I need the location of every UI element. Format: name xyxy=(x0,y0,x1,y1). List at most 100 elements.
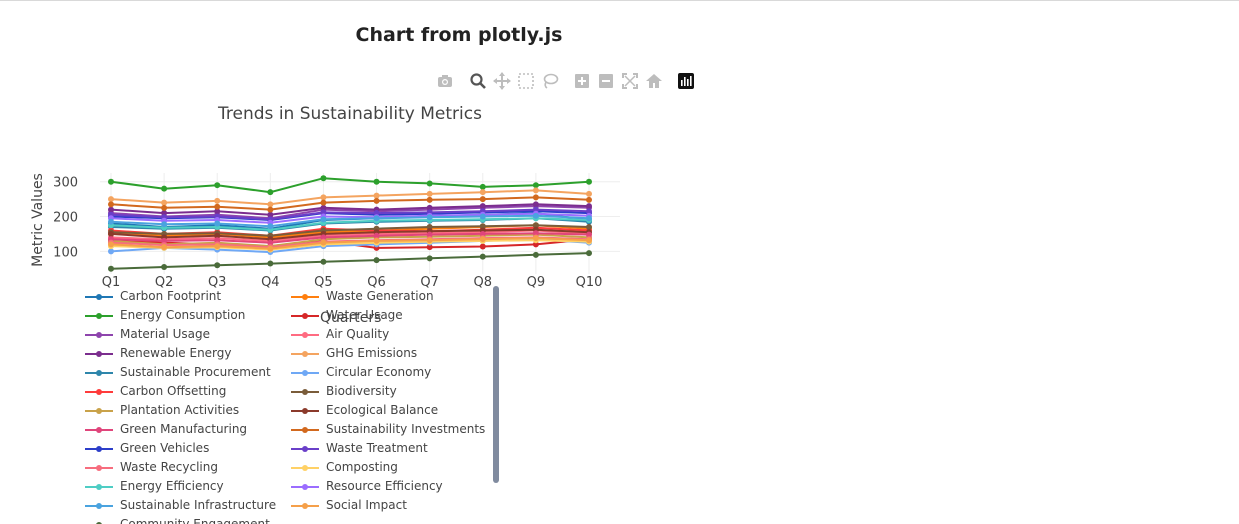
data-point[interactable] xyxy=(214,243,221,250)
data-point[interactable] xyxy=(479,196,486,203)
data-point[interactable] xyxy=(320,234,327,241)
data-point[interactable] xyxy=(586,223,592,230)
data-point[interactable] xyxy=(373,197,380,204)
data-point[interactable] xyxy=(320,216,327,223)
data-point[interactable] xyxy=(426,196,433,203)
data-point[interactable] xyxy=(108,230,114,237)
data-point[interactable] xyxy=(479,230,486,237)
data-point[interactable] xyxy=(426,190,433,197)
data-point[interactable] xyxy=(532,241,539,248)
legend[interactable]: Carbon Footprint Waste Generation Energy C… xyxy=(84,288,499,524)
data-point[interactable] xyxy=(161,237,168,244)
data-point[interactable] xyxy=(479,243,486,250)
data-point[interactable] xyxy=(532,187,539,194)
data-point[interactable] xyxy=(586,203,592,210)
data-point[interactable] xyxy=(108,248,114,255)
data-point[interactable] xyxy=(586,237,592,244)
data-point[interactable] xyxy=(108,206,114,213)
data-point[interactable] xyxy=(320,194,327,201)
data-point[interactable] xyxy=(479,213,486,220)
data-point[interactable] xyxy=(532,212,539,219)
data-point[interactable] xyxy=(108,265,114,272)
data-point[interactable] xyxy=(320,239,327,246)
data-point[interactable] xyxy=(373,232,380,239)
data-point[interactable] xyxy=(479,236,486,243)
data-point[interactable] xyxy=(426,255,433,262)
data-point[interactable] xyxy=(426,237,433,244)
zoom-icon[interactable] xyxy=(469,72,487,90)
data-point[interactable] xyxy=(426,204,433,211)
reset-axes-icon[interactable] xyxy=(645,72,663,90)
camera-icon[interactable] xyxy=(436,72,454,90)
data-point[interactable] xyxy=(161,244,168,251)
data-point[interactable] xyxy=(320,258,327,265)
series-line[interactable] xyxy=(108,250,592,272)
data-point[interactable] xyxy=(214,237,221,244)
data-point[interactable] xyxy=(586,215,592,222)
data-point[interactable] xyxy=(161,264,168,271)
data-point[interactable] xyxy=(532,235,539,242)
data-point[interactable] xyxy=(586,208,592,215)
data-point[interactable] xyxy=(108,241,114,248)
data-point[interactable] xyxy=(108,178,114,185)
series-line[interactable] xyxy=(108,230,592,246)
data-point[interactable] xyxy=(267,211,274,218)
data-point[interactable] xyxy=(214,220,221,227)
data-point[interactable] xyxy=(479,223,486,230)
data-point[interactable] xyxy=(320,199,327,206)
data-point[interactable] xyxy=(214,262,221,269)
series-line[interactable] xyxy=(108,194,592,213)
data-point[interactable] xyxy=(267,201,274,208)
data-point[interactable] xyxy=(426,214,433,221)
data-point[interactable] xyxy=(426,231,433,238)
data-point[interactable] xyxy=(373,192,380,199)
data-point[interactable] xyxy=(161,210,168,217)
data-point[interactable] xyxy=(426,223,433,230)
data-point[interactable] xyxy=(479,253,486,260)
data-point[interactable] xyxy=(586,178,592,185)
data-point[interactable] xyxy=(532,201,539,208)
data-point[interactable] xyxy=(108,201,114,208)
data-point[interactable] xyxy=(586,196,592,203)
data-point[interactable] xyxy=(267,223,274,230)
zoom-out-icon[interactable] xyxy=(597,72,615,90)
data-point[interactable] xyxy=(426,244,433,251)
data-point[interactable] xyxy=(320,175,327,182)
data-point[interactable] xyxy=(214,182,221,189)
data-point[interactable] xyxy=(586,250,592,257)
series-line[interactable] xyxy=(108,212,592,230)
data-point[interactable] xyxy=(108,218,114,225)
data-point[interactable] xyxy=(479,189,486,196)
data-point[interactable] xyxy=(373,257,380,264)
data-point[interactable] xyxy=(373,237,380,244)
series-line[interactable] xyxy=(108,201,592,218)
data-point[interactable] xyxy=(479,183,486,190)
series-line[interactable] xyxy=(108,175,592,196)
series-line[interactable] xyxy=(108,206,592,223)
data-point[interactable] xyxy=(108,196,114,203)
data-point[interactable] xyxy=(267,239,274,246)
data-point[interactable] xyxy=(586,231,592,238)
data-point[interactable] xyxy=(267,260,274,267)
data-point[interactable] xyxy=(373,215,380,222)
data-point[interactable] xyxy=(532,251,539,258)
box-select-icon[interactable] xyxy=(517,72,535,90)
data-point[interactable] xyxy=(320,204,327,211)
legend-scrollbar[interactable] xyxy=(493,286,499,483)
data-point[interactable] xyxy=(161,204,168,211)
data-point[interactable] xyxy=(267,206,274,213)
data-point[interactable] xyxy=(320,209,327,216)
data-point[interactable] xyxy=(214,232,221,239)
series-line[interactable] xyxy=(108,235,592,252)
data-point[interactable] xyxy=(532,182,539,189)
zoom-in-icon[interactable] xyxy=(573,72,591,90)
data-point[interactable] xyxy=(532,230,539,237)
data-point[interactable] xyxy=(373,178,380,185)
data-point[interactable] xyxy=(267,245,274,252)
data-point[interactable] xyxy=(161,221,168,228)
data-point[interactable] xyxy=(214,203,221,210)
data-point[interactable] xyxy=(373,210,380,217)
lasso-icon[interactable] xyxy=(541,72,559,90)
data-point[interactable] xyxy=(532,194,539,201)
data-point[interactable] xyxy=(267,189,274,196)
